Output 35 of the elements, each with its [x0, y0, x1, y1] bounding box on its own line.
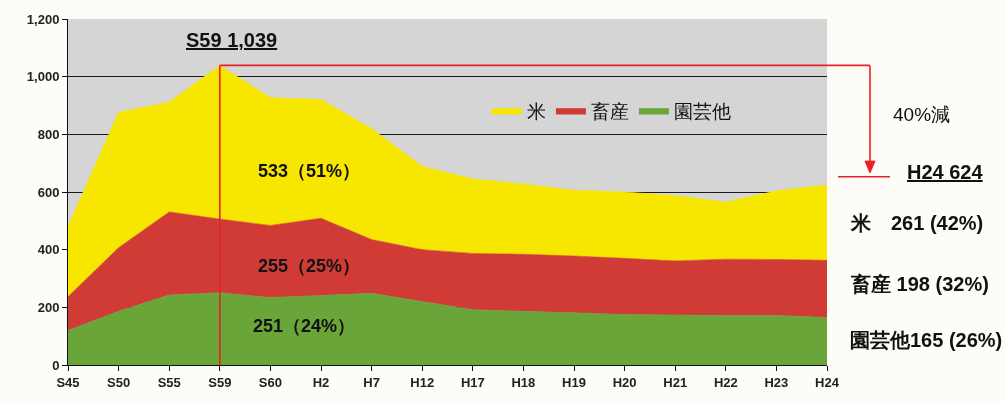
legend-label: 米 — [526, 100, 546, 122]
x-tick-label: H22 — [713, 374, 738, 390]
text: 40%減 — [893, 104, 951, 125]
y-tick-label: 800 — [37, 126, 60, 142]
annotation: 251（24%） — [253, 316, 356, 336]
legend-label: 園芸他 — [673, 100, 731, 122]
x-tick-label: H2 — [312, 374, 330, 390]
y-tick-label: 400 — [37, 242, 60, 258]
text: 米 261 (42%) — [850, 212, 984, 234]
x-tick-label: H19 — [562, 374, 586, 390]
y-tick-label: 1,000 — [26, 69, 60, 85]
x-tick-label: H18 — [511, 374, 536, 390]
y-tick-label: 600 — [37, 184, 60, 200]
annotation: 533（51%） — [258, 161, 361, 181]
x-tick-label: S59 — [208, 374, 232, 390]
x-tick-label: H23 — [764, 374, 789, 390]
text: 畜産 198 (32%) — [850, 273, 989, 295]
x-tick-label: H24 — [815, 374, 840, 390]
x-tick-label: S50 — [107, 374, 131, 390]
x-tick-label: H20 — [612, 374, 637, 390]
y-tick-label: 1,200 — [26, 11, 60, 27]
annotation: S59 1,039 — [186, 29, 278, 51]
y-tick-label: 0 — [52, 357, 60, 373]
x-tick-label: S45 — [56, 374, 80, 390]
x-tick-label: H17 — [460, 374, 485, 390]
legend-label: 畜産 — [590, 100, 629, 122]
x-tick-label: H7 — [363, 374, 380, 390]
x-tick-label: H21 — [663, 374, 688, 390]
x-tick-label: S60 — [258, 374, 282, 390]
annotation: 255（25%） — [258, 256, 361, 276]
x-tick-label: H12 — [410, 374, 435, 390]
x-tick-label: S55 — [157, 374, 181, 390]
text: 園芸他165 (26%) — [850, 329, 1003, 351]
y-tick-label: 200 — [37, 299, 60, 315]
text: H24 624 — [907, 161, 984, 183]
